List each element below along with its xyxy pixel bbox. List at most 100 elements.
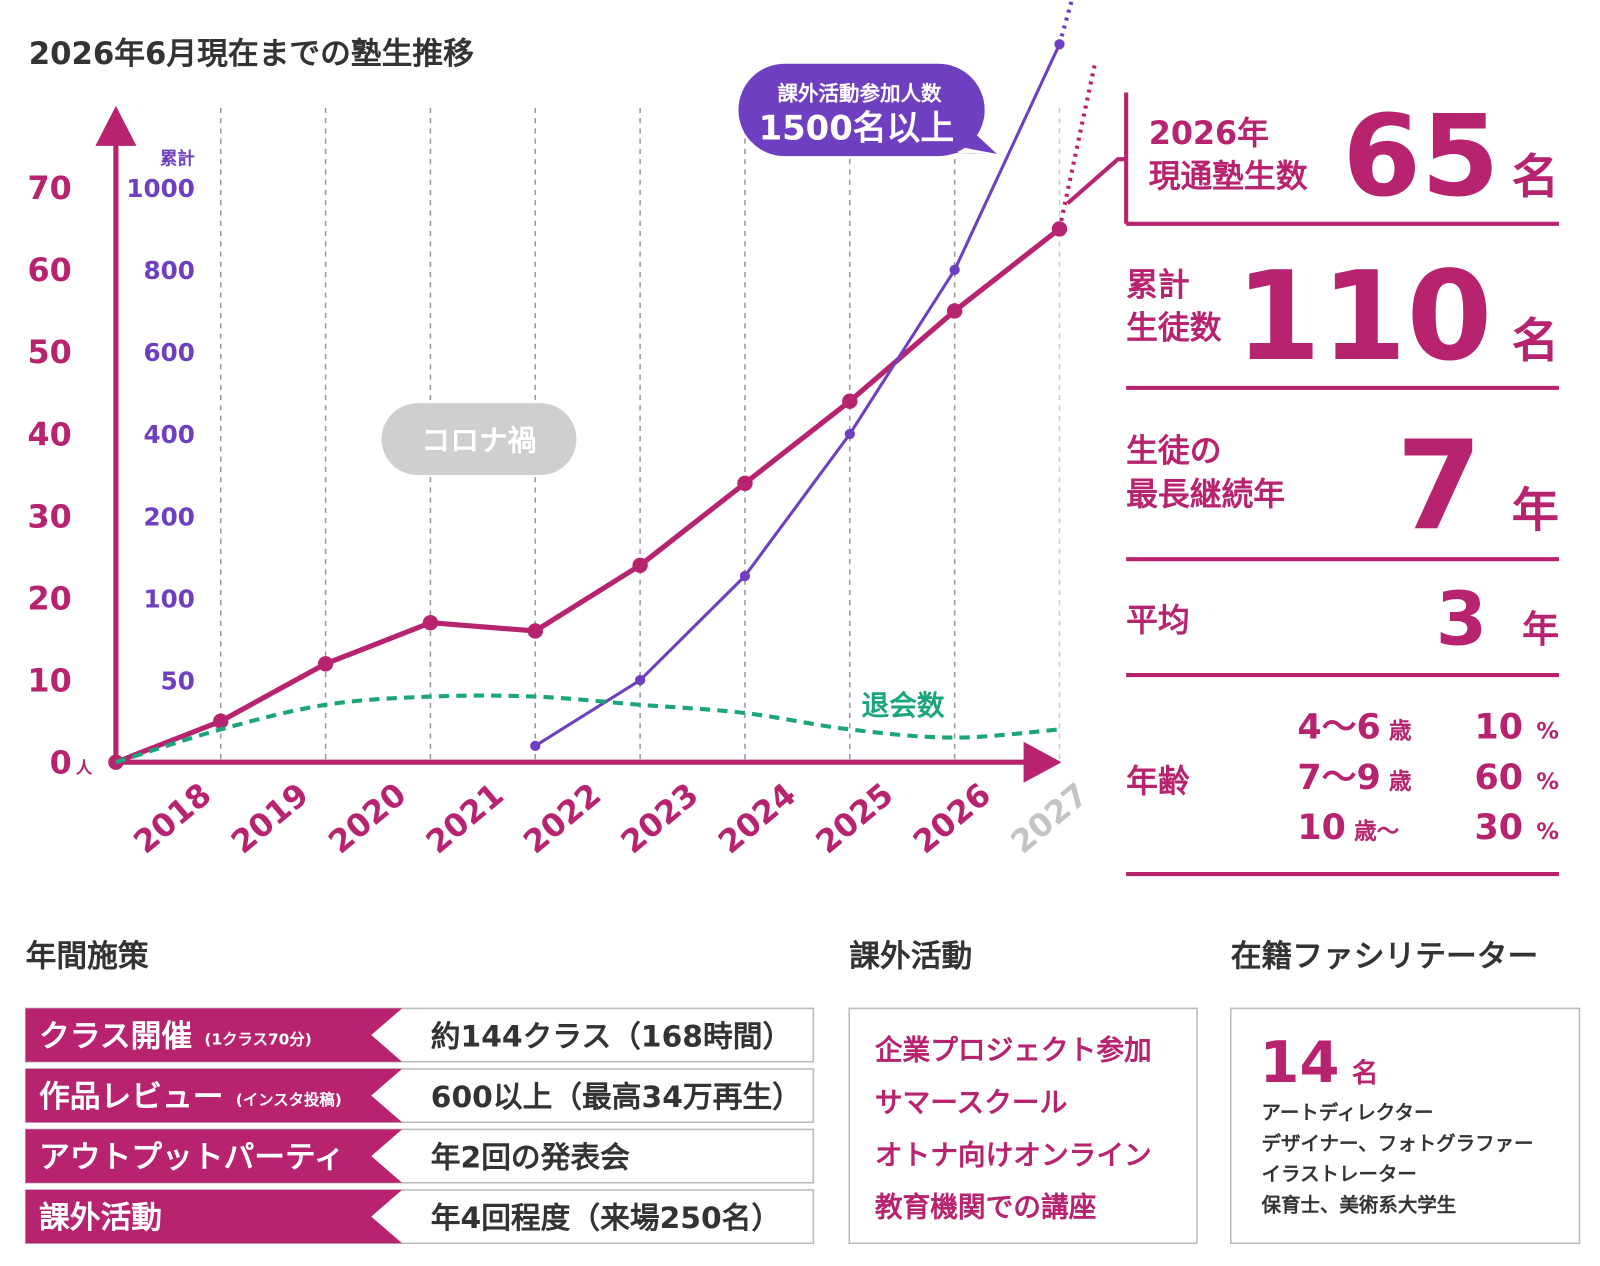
facilitator-role: デザイナー、フォトグラファー (1262, 1132, 1534, 1155)
age-range: 7〜9 (1297, 758, 1380, 798)
series-continuation (1057, 0, 1074, 45)
stat-label: 累計 (1126, 267, 1190, 304)
stat-unit: 年 (1522, 608, 1559, 651)
series-marker (1051, 221, 1068, 237)
series-marker (527, 623, 543, 639)
section-title: 年間施策 (26, 938, 149, 974)
age-share-unit: % (1536, 819, 1559, 845)
stat-label: 2026年 (1149, 115, 1269, 152)
x-axis-arrow (1023, 741, 1062, 783)
y2-tick-label: 100 (143, 584, 194, 613)
stat-label: 生徒数 (1126, 310, 1222, 347)
y-tick-label: 60 (28, 252, 72, 289)
facilitators-box (1230, 1007, 1581, 1245)
series-marker (1054, 39, 1065, 50)
series-marker (317, 656, 334, 672)
stat-value: 3 (1436, 576, 1487, 662)
activity-item: 企業プロジェクト参加 (875, 1034, 1152, 1067)
y2-tick-label: 400 (143, 420, 194, 449)
series-marker (632, 557, 648, 573)
series-line (534, 43, 1061, 748)
measure-label-bg (25, 1129, 403, 1183)
x-tick-label: 2021 (419, 776, 511, 861)
age-share-unit: % (1536, 719, 1559, 745)
measure-label: クラス開催 (39, 1018, 192, 1054)
stat-unit: 名 (1512, 314, 1559, 369)
age-range: 4〜6 (1297, 708, 1380, 748)
stat-label: 最長継続年 (1126, 476, 1285, 513)
annotation: コロナ禍 (422, 423, 537, 457)
y2-tick-label: 800 (143, 256, 194, 285)
section-title: 課外活動 (849, 938, 972, 974)
y-tick-label: 10 (28, 662, 72, 699)
stat-connector (1066, 157, 1127, 205)
x-tick-label: 2019 (224, 776, 316, 861)
stat-value: 7 (1396, 415, 1482, 558)
series-marker (530, 740, 541, 751)
age-unit: 歳〜 (1354, 819, 1400, 845)
x-tick-label: 2020 (322, 776, 414, 861)
measure-value: 年4回程度（来場250名） (431, 1201, 781, 1236)
series-marker (737, 475, 753, 491)
facilitator-role: イラストレーター (1262, 1163, 1417, 1186)
measure-note: (インスタ投稿) (236, 1090, 342, 1109)
y-tick-label: 20 (28, 580, 72, 617)
x-tick-label: 2018 (127, 776, 219, 861)
series-line (115, 693, 1060, 765)
x-tick-label: 2023 (614, 776, 706, 861)
y2-tick-label: 200 (143, 502, 194, 531)
y-tick-label: 0 (50, 745, 72, 782)
series-marker (422, 615, 439, 631)
y2-tick-label: 50 (161, 666, 195, 695)
facilitator-count: 14 (1259, 1029, 1339, 1096)
y2-tick-label: 1000 (126, 174, 195, 203)
stat-unit: 年 (1512, 483, 1559, 538)
stat-value: 110 (1235, 246, 1492, 389)
age-unit: 歳 (1389, 769, 1412, 795)
y-tick-label: 30 (28, 498, 72, 535)
measure-label-bg (25, 1189, 403, 1244)
x-tick-label: 2022 (517, 776, 609, 861)
measure-value: 600以上（最高34万再生） (431, 1080, 802, 1115)
callout-title: 課外活動参加人数 (777, 82, 941, 106)
callout-bubble (738, 63, 985, 157)
age-range: 10 (1297, 808, 1346, 848)
y-tick-label: 50 (28, 334, 72, 371)
x-tick-label: 2027 (1004, 776, 1096, 861)
measure-label: アウトプットパーティ (39, 1139, 345, 1175)
series-marker (946, 303, 963, 319)
facilitator-role: アートディレクター (1262, 1101, 1434, 1124)
facilitator-role: 保育士、美術系大学生 (1261, 1193, 1457, 1216)
x-tick-label: 2026 (906, 776, 998, 861)
y-axis-arrow (95, 105, 137, 146)
measure-label-bg (25, 1008, 403, 1062)
measure-value: 約144クラス（168時間） (431, 1019, 792, 1054)
stat-unit: 名 (1512, 150, 1559, 205)
series-marker (949, 264, 960, 276)
y2-axis-label: 累計 (160, 148, 195, 169)
annotation-pill (381, 403, 577, 476)
stat-label: 平均 (1126, 602, 1190, 639)
stat-value: 65 (1342, 90, 1499, 222)
series-marker (844, 428, 855, 440)
measure-value: 年2回の発表会 (431, 1140, 630, 1175)
y2-tick-label: 600 (143, 338, 194, 367)
y-unit: 人 (76, 759, 93, 778)
callout-value: 1500名以上 (759, 109, 955, 148)
series-line (114, 226, 1062, 765)
activity-item: オトナ向けオンライン (875, 1138, 1152, 1171)
age-share: 60 (1475, 758, 1524, 798)
measure-label: 作品レビュー (39, 1079, 224, 1115)
y-tick-label: 40 (28, 416, 72, 453)
activity-item: 教育機関での講座 (875, 1191, 1097, 1224)
chart-title: 2026年6月現在までの塾生推移 (29, 36, 474, 72)
series-marker (842, 393, 858, 409)
series-label: 退会数 (862, 689, 945, 722)
y-tick-label: 70 (28, 170, 72, 207)
age-share: 30 (1475, 808, 1524, 848)
measure-note: (1クラス70分) (204, 1030, 311, 1048)
measure-label: 課外活動 (39, 1200, 162, 1236)
series-continuation (1057, 61, 1098, 230)
series-marker (739, 570, 751, 582)
